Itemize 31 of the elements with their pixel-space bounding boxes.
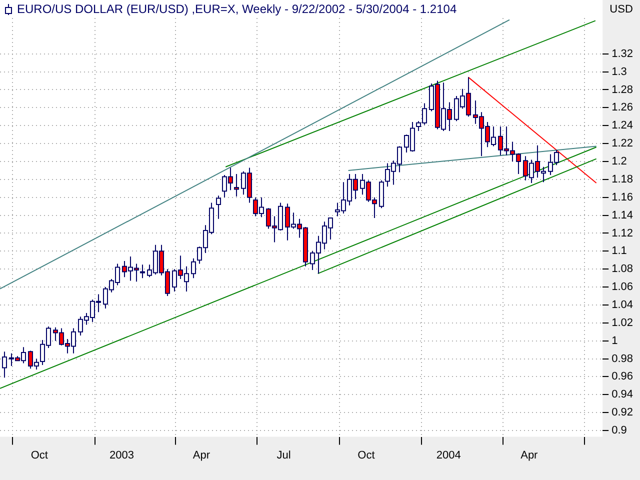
y-tick-label: 1.22 [612, 138, 634, 150]
x-tick-label: 2003 [110, 449, 134, 462]
y-tick-label: 1.2 [612, 156, 627, 168]
y-tick-label: 1.14 [612, 209, 634, 222]
y-tick-label: 1.12 [612, 227, 634, 240]
x-tick-label: Jul [276, 449, 291, 462]
x-tick-label: Apr [520, 449, 538, 462]
y-tick-label: 1.04 [612, 299, 634, 312]
y-tick-label: 1.1 [612, 245, 627, 258]
y-tick-label: 1.02 [612, 316, 634, 329]
y-tick-label: 1.18 [612, 173, 634, 186]
y-tick-label: 1.08 [612, 263, 634, 276]
y-tick-label: 1.24 [612, 120, 634, 132]
y-tick-label: 0.9 [612, 424, 627, 437]
x-tick-label: Oct [30, 449, 48, 462]
chart-title: EURO/US DOLLAR (EUR/USD) ,EUR=X, Weekly - 9/22/2002 - 5/30/2004 - 1.2104 [17, 2, 457, 16]
y-tick-label: 0.94 [612, 388, 634, 401]
y-tick-label: 1.16 [612, 191, 634, 204]
y-tick-label: 1.3 [612, 66, 627, 78]
x-tick-label: 2004 [436, 449, 461, 462]
y-tick-label: 0.98 [612, 352, 634, 365]
x-tick-label: Apr [192, 449, 210, 462]
y-tick-label: 1.26 [612, 102, 634, 114]
y-tick-label: 1 [612, 334, 618, 347]
y-tick-label: 0.96 [612, 370, 634, 383]
y-tick-label: 1.06 [612, 281, 634, 294]
y-axis-title: USD [610, 4, 633, 16]
x-tick-label: Oct [358, 449, 375, 462]
y-tick-label: 1.28 [612, 84, 634, 96]
y-tick-label: 1.32 [612, 48, 634, 60]
y-tick-label: 0.92 [612, 406, 634, 419]
